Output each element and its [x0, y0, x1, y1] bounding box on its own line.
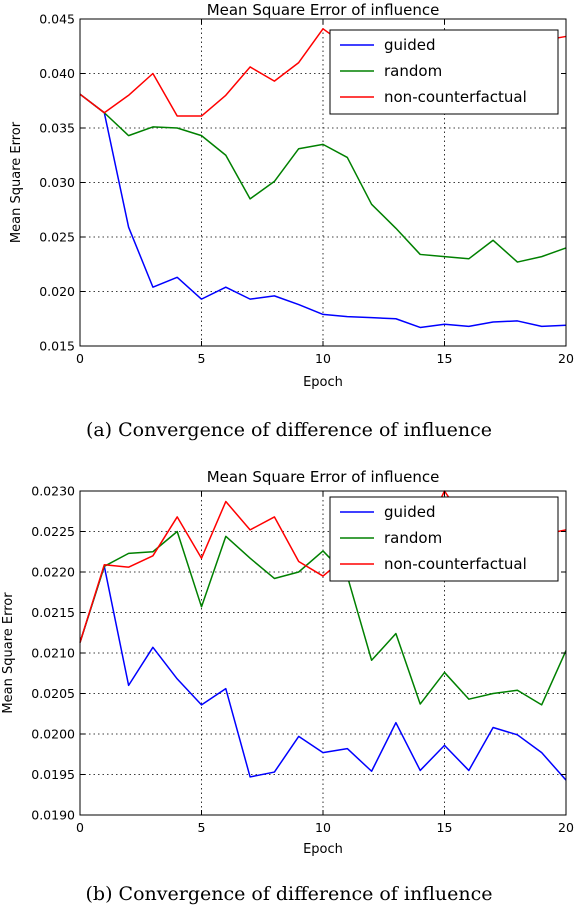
y-tick-label: 0.0205	[31, 686, 75, 701]
x-tick-label: 20	[558, 820, 574, 835]
chart-title: Mean Square Error of influence	[207, 468, 440, 486]
legend-label-non-counterfactual: non-counterfactual	[384, 555, 527, 573]
y-tick-label: 0.0225	[31, 524, 75, 539]
legend: guided random non-counterfactual	[329, 496, 559, 582]
series-line-random	[79, 93, 567, 263]
y-tick-label: 0.0230	[31, 484, 75, 499]
y-tick-label: 0.0200	[31, 727, 75, 742]
legend-label-random: random	[384, 62, 442, 80]
legend-box	[329, 29, 559, 115]
y-tick-label: 0.045	[39, 12, 75, 27]
x-tick-label: 0	[76, 351, 84, 366]
figure-caption: (a) Convergence of difference of influen…	[86, 419, 492, 441]
series-line-random	[79, 530, 567, 706]
x-tick-label: 20	[558, 351, 574, 366]
y-tick-label: 0.040	[39, 66, 75, 81]
x-tick-label: 10	[315, 820, 331, 835]
x-axis-label: Epoch	[303, 375, 343, 390]
legend-box	[329, 496, 559, 582]
legend-label-guided: guided	[384, 36, 435, 54]
chart-2: 0 5 10 15 20 0.0190 0.0195 0.0200 0.0205 0.0210 0.…	[1, 468, 574, 905]
chart-1: 0 5 10 15 20 0.015 0.020 0.025 0.030 0.035 0.040 0.…	[9, 1, 574, 441]
y-tick-label: 0.020	[39, 284, 75, 299]
y-tick-label: 0.030	[39, 175, 75, 190]
y-axis-label: Mean Square Error	[9, 121, 24, 243]
chart-title: Mean Square Error of influence	[207, 1, 440, 19]
y-tick-label: 0.0220	[31, 565, 75, 580]
y-tick-label: 0.0210	[31, 646, 75, 661]
y-tick-label: 0.025	[39, 230, 75, 245]
x-tick-label: 10	[315, 351, 331, 366]
y-axis-label: Mean Square Error	[1, 592, 16, 714]
y-tick-label: 0.0195	[31, 767, 75, 782]
x-tick-label: 0	[76, 820, 84, 835]
y-tick-label: 0.035	[39, 121, 75, 136]
series-line-guided	[79, 93, 567, 329]
x-tick-label: 5	[198, 351, 206, 366]
x-axis-label: Epoch	[303, 842, 343, 857]
y-tick-label: 0.0215	[31, 605, 75, 620]
y-tick-label: 0.015	[39, 339, 75, 354]
figure-caption: (b) Convergence of difference of influen…	[86, 883, 493, 905]
legend: guided random non-counterfactual	[329, 29, 559, 115]
x-tick-label: 15	[437, 351, 453, 366]
legend-label-guided: guided	[384, 503, 435, 521]
legend-label-random: random	[384, 529, 442, 547]
y-tick-label: 0.0190	[31, 808, 75, 823]
x-tick-label: 5	[198, 820, 206, 835]
x-tick-label: 15	[437, 820, 453, 835]
series-line-guided	[79, 565, 567, 781]
legend-label-non-counterfactual: non-counterfactual	[384, 88, 527, 106]
